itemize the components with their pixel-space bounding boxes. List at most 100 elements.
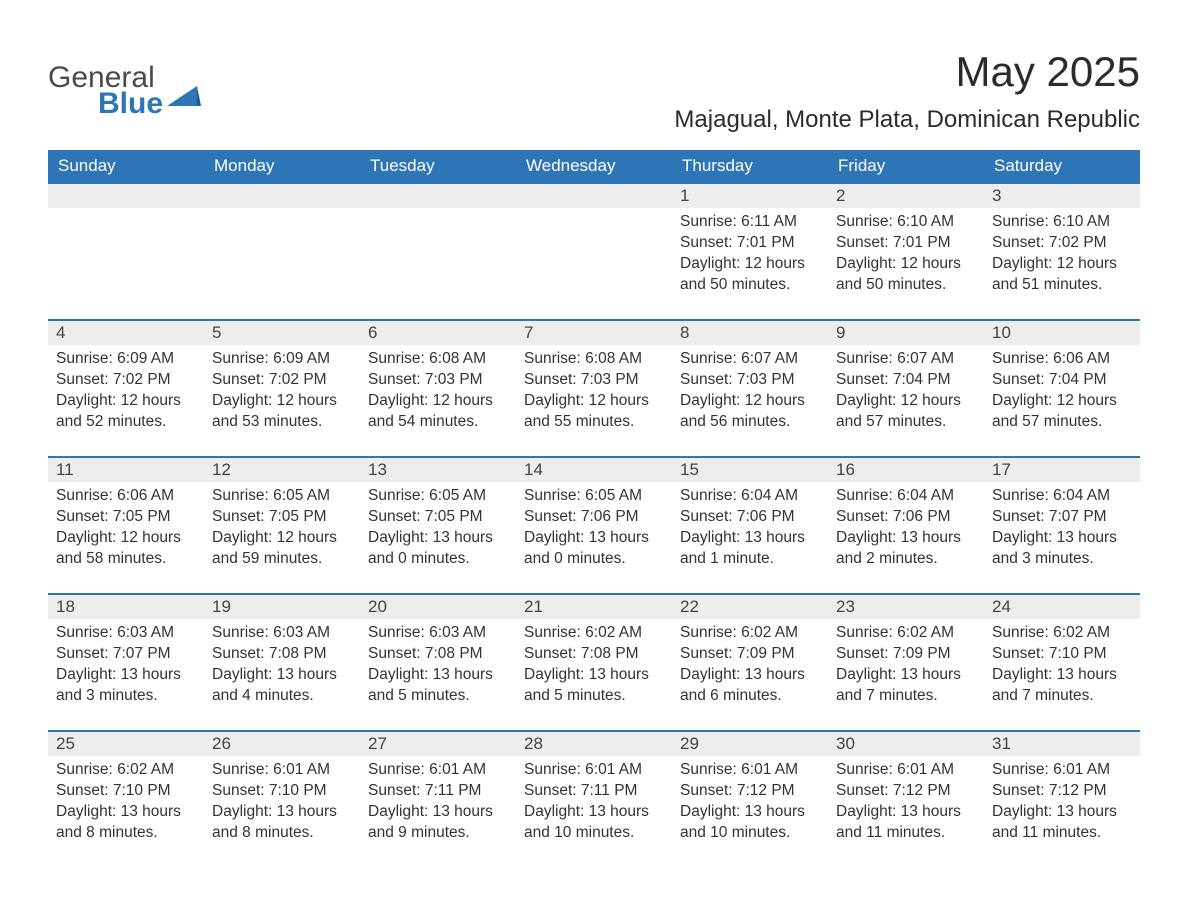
daylight-line: Daylight: 12 hours and 52 minutes. [56,391,196,433]
daylight-line: Daylight: 12 hours and 51 minutes. [992,254,1132,296]
sunset-line: Sunset: 7:04 PM [992,370,1132,391]
day-detail-cell: Sunrise: 6:05 AMSunset: 7:06 PMDaylight:… [516,482,672,594]
weekday-header: Sunday [48,150,204,183]
sunset-line: Sunset: 7:09 PM [836,644,976,665]
sunrise-line: Sunrise: 6:09 AM [56,349,196,370]
sunset-line: Sunset: 7:08 PM [368,644,508,665]
day-detail-cell: Sunrise: 6:03 AMSunset: 7:08 PMDaylight:… [204,619,360,731]
sunrise-line: Sunrise: 6:06 AM [56,486,196,507]
day-detail-cell: Sunrise: 6:07 AMSunset: 7:04 PMDaylight:… [828,345,984,457]
sunset-line: Sunset: 7:07 PM [56,644,196,665]
day-number-cell: 7 [516,320,672,345]
location: Majagual, Monte Plata, Dominican Republi… [674,106,1140,134]
sunset-line: Sunset: 7:01 PM [680,233,820,254]
sunrise-line: Sunrise: 6:05 AM [368,486,508,507]
daylight-line: Daylight: 13 hours and 5 minutes. [368,665,508,707]
sunrise-line: Sunrise: 6:05 AM [524,486,664,507]
day-detail-cell: Sunrise: 6:02 AMSunset: 7:10 PMDaylight:… [984,619,1140,731]
day-number-cell: 3 [984,183,1140,208]
sunrise-line: Sunrise: 6:02 AM [56,760,196,781]
sunset-line: Sunset: 7:06 PM [524,507,664,528]
day-number-cell: 4 [48,320,204,345]
day-detail-cell [516,208,672,320]
daylight-line: Daylight: 13 hours and 8 minutes. [56,802,196,844]
detail-row: Sunrise: 6:06 AMSunset: 7:05 PMDaylight:… [48,482,1140,594]
daynum-row: 18192021222324 [48,594,1140,619]
sunset-line: Sunset: 7:06 PM [680,507,820,528]
daylight-line: Daylight: 13 hours and 2 minutes. [836,528,976,570]
day-number-cell: 29 [672,731,828,756]
day-number-cell: 8 [672,320,828,345]
daylight-line: Daylight: 13 hours and 3 minutes. [992,528,1132,570]
day-detail-cell: Sunrise: 6:04 AMSunset: 7:07 PMDaylight:… [984,482,1140,594]
daylight-line: Daylight: 12 hours and 57 minutes. [992,391,1132,433]
day-number-cell: 13 [360,457,516,482]
sunset-line: Sunset: 7:12 PM [680,781,820,802]
day-detail-cell: Sunrise: 6:04 AMSunset: 7:06 PMDaylight:… [828,482,984,594]
day-number-cell: 9 [828,320,984,345]
sunset-line: Sunset: 7:01 PM [836,233,976,254]
day-number-cell [48,183,204,208]
day-detail-cell: Sunrise: 6:01 AMSunset: 7:12 PMDaylight:… [984,756,1140,868]
day-detail-cell [204,208,360,320]
sunset-line: Sunset: 7:07 PM [992,507,1132,528]
day-number-cell: 10 [984,320,1140,345]
sunset-line: Sunset: 7:03 PM [524,370,664,391]
daylight-line: Daylight: 13 hours and 1 minute. [680,528,820,570]
day-number-cell: 23 [828,594,984,619]
day-number-cell: 20 [360,594,516,619]
weekday-header: Tuesday [360,150,516,183]
sunrise-line: Sunrise: 6:03 AM [212,623,352,644]
sunrise-line: Sunrise: 6:02 AM [992,623,1132,644]
sunrise-line: Sunrise: 6:08 AM [524,349,664,370]
day-number-cell: 1 [672,183,828,208]
calendar-body: 123Sunrise: 6:11 AMSunset: 7:01 PMDaylig… [48,183,1140,868]
day-detail-cell: Sunrise: 6:02 AMSunset: 7:08 PMDaylight:… [516,619,672,731]
day-detail-cell: Sunrise: 6:08 AMSunset: 7:03 PMDaylight:… [360,345,516,457]
weekday-header-row: Sunday Monday Tuesday Wednesday Thursday… [48,150,1140,183]
day-number-cell: 19 [204,594,360,619]
day-detail-cell: Sunrise: 6:05 AMSunset: 7:05 PMDaylight:… [360,482,516,594]
sunset-line: Sunset: 7:03 PM [680,370,820,391]
sunrise-line: Sunrise: 6:08 AM [368,349,508,370]
sunrise-line: Sunrise: 6:02 AM [680,623,820,644]
sunset-line: Sunset: 7:06 PM [836,507,976,528]
day-detail-cell: Sunrise: 6:01 AMSunset: 7:12 PMDaylight:… [828,756,984,868]
sunrise-line: Sunrise: 6:06 AM [992,349,1132,370]
sunrise-line: Sunrise: 6:04 AM [680,486,820,507]
day-number-cell: 17 [984,457,1140,482]
day-detail-cell: Sunrise: 6:03 AMSunset: 7:08 PMDaylight:… [360,619,516,731]
day-detail-cell: Sunrise: 6:06 AMSunset: 7:04 PMDaylight:… [984,345,1140,457]
day-number-cell: 22 [672,594,828,619]
sunset-line: Sunset: 7:05 PM [56,507,196,528]
daylight-line: Daylight: 13 hours and 0 minutes. [524,528,664,570]
detail-row: Sunrise: 6:09 AMSunset: 7:02 PMDaylight:… [48,345,1140,457]
daylight-line: Daylight: 12 hours and 58 minutes. [56,528,196,570]
weekday-header: Wednesday [516,150,672,183]
sunset-line: Sunset: 7:08 PM [212,644,352,665]
daylight-line: Daylight: 13 hours and 0 minutes. [368,528,508,570]
day-number-cell [516,183,672,208]
day-detail-cell: Sunrise: 6:07 AMSunset: 7:03 PMDaylight:… [672,345,828,457]
sunrise-line: Sunrise: 6:04 AM [992,486,1132,507]
day-number-cell: 6 [360,320,516,345]
day-detail-cell: Sunrise: 6:05 AMSunset: 7:05 PMDaylight:… [204,482,360,594]
sunset-line: Sunset: 7:03 PM [368,370,508,391]
daynum-row: 123 [48,183,1140,208]
logo-word2: Blue [98,87,163,121]
day-detail-cell: Sunrise: 6:09 AMSunset: 7:02 PMDaylight:… [204,345,360,457]
day-detail-cell: Sunrise: 6:08 AMSunset: 7:03 PMDaylight:… [516,345,672,457]
daynum-row: 11121314151617 [48,457,1140,482]
daylight-line: Daylight: 13 hours and 10 minutes. [524,802,664,844]
daylight-line: Daylight: 12 hours and 53 minutes. [212,391,352,433]
day-number-cell: 24 [984,594,1140,619]
day-detail-cell: Sunrise: 6:01 AMSunset: 7:10 PMDaylight:… [204,756,360,868]
daylight-line: Daylight: 13 hours and 9 minutes. [368,802,508,844]
day-detail-cell: Sunrise: 6:03 AMSunset: 7:07 PMDaylight:… [48,619,204,731]
month-title: May 2025 [674,48,1140,96]
detail-row: Sunrise: 6:03 AM Sunset: 7:07 PM Daylight:… [48,619,1140,731]
sunset-line: Sunset: 7:09 PM [680,644,820,665]
daynum-row: 45678910 [48,320,1140,345]
day-number-cell: 15 [672,457,828,482]
sunset-line: Sunset: 7:02 PM [56,370,196,391]
